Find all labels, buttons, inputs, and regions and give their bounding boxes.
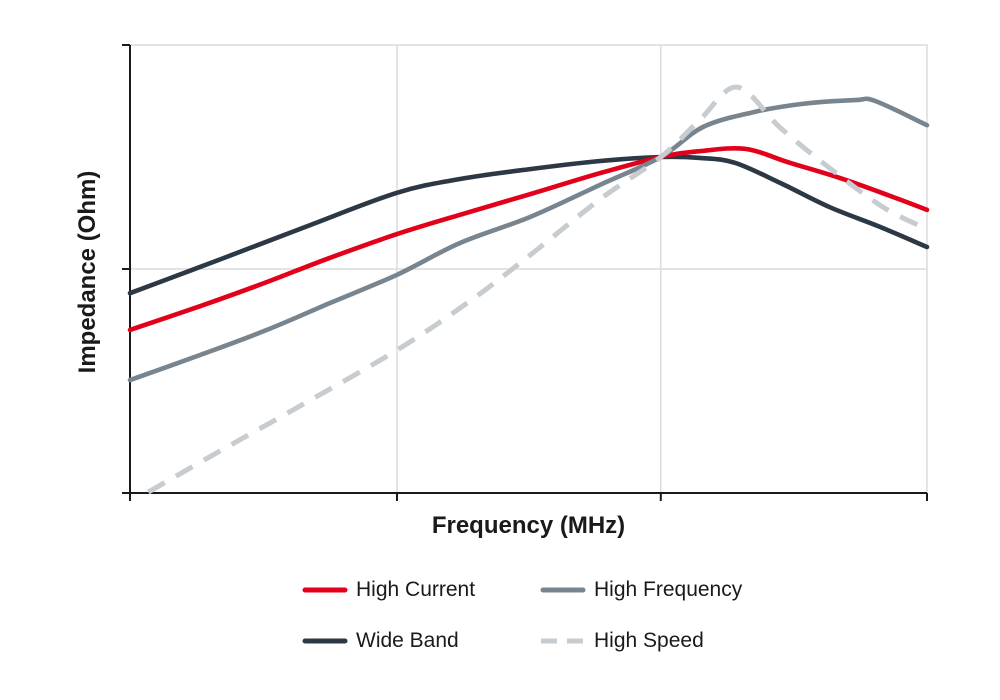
series-line-wide-band bbox=[127, 154, 930, 296]
legend: High Current High Frequency Wide Band High … bbox=[302, 576, 742, 654]
y-axis-label: Impedance (Ohm) bbox=[74, 170, 101, 374]
legend-label-wide-band: Wide Band bbox=[356, 628, 459, 652]
legend-swatch-wide-band bbox=[302, 638, 348, 643]
legend-item-high-speed: High Speed bbox=[540, 627, 742, 654]
series-line-high-frequency bbox=[127, 96, 930, 383]
legend-label-high-speed: High Speed bbox=[594, 628, 704, 652]
legend-item-wide-band: Wide Band bbox=[302, 627, 540, 654]
legend-swatch-high-current bbox=[302, 587, 348, 592]
legend-item-high-current: High Current bbox=[302, 576, 540, 603]
legend-label-high-frequency: High Frequency bbox=[594, 577, 743, 601]
series-line-high-speed bbox=[147, 84, 929, 495]
legend-item-high-frequency: High Frequency bbox=[540, 576, 742, 603]
legend-label-high-current: High Current bbox=[356, 577, 476, 601]
plot-border bbox=[130, 44, 928, 493]
series-line-high-current bbox=[127, 145, 930, 333]
x-axis-label: Frequency (MHz) bbox=[431, 512, 626, 539]
legend-swatch-high-frequency bbox=[540, 587, 586, 592]
legend-swatch-high-speed bbox=[541, 638, 585, 643]
